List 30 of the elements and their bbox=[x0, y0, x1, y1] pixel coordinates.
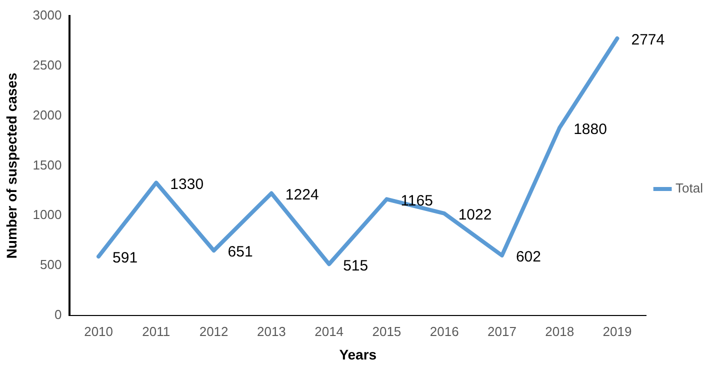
data-label: 1880 bbox=[574, 120, 607, 138]
y-tick-label: 1500 bbox=[32, 157, 62, 172]
data-label: 515 bbox=[343, 257, 368, 274]
y-tick-label: 0 bbox=[54, 307, 62, 322]
y-tick-label: 1000 bbox=[32, 207, 62, 222]
y-axis-title: Number of suspected cases bbox=[3, 72, 20, 259]
data-label: 1224 bbox=[285, 186, 319, 204]
y-tick-label: 2000 bbox=[32, 107, 62, 122]
y-tick-label: 500 bbox=[40, 257, 62, 272]
x-tick-label: 2010 bbox=[84, 324, 113, 339]
y-tick-label: 3000 bbox=[32, 7, 62, 22]
x-tick-label: 2017 bbox=[488, 324, 516, 339]
x-tick-label: 2018 bbox=[545, 324, 574, 339]
x-tick-label: 2016 bbox=[430, 324, 459, 339]
data-label: 2774 bbox=[631, 32, 665, 49]
data-label: 1165 bbox=[400, 192, 433, 210]
data-label: 591 bbox=[112, 250, 138, 267]
data-label: 1330 bbox=[170, 176, 204, 193]
x-tick-label: 2015 bbox=[372, 324, 402, 339]
x-tick-label: 2011 bbox=[142, 324, 170, 339]
data-label: 602 bbox=[516, 248, 541, 266]
x-tick-label: 2014 bbox=[314, 324, 344, 339]
x-tick-label: 2013 bbox=[256, 324, 286, 339]
legend-label: Total bbox=[676, 180, 704, 196]
x-axis-title: Years bbox=[339, 346, 377, 362]
x-tick-label: 2019 bbox=[602, 324, 632, 339]
data-label: 651 bbox=[228, 244, 253, 261]
x-tick-label: 2012 bbox=[199, 324, 228, 339]
data-label: 1022 bbox=[458, 206, 492, 224]
y-tick-label: 2500 bbox=[32, 57, 62, 72]
